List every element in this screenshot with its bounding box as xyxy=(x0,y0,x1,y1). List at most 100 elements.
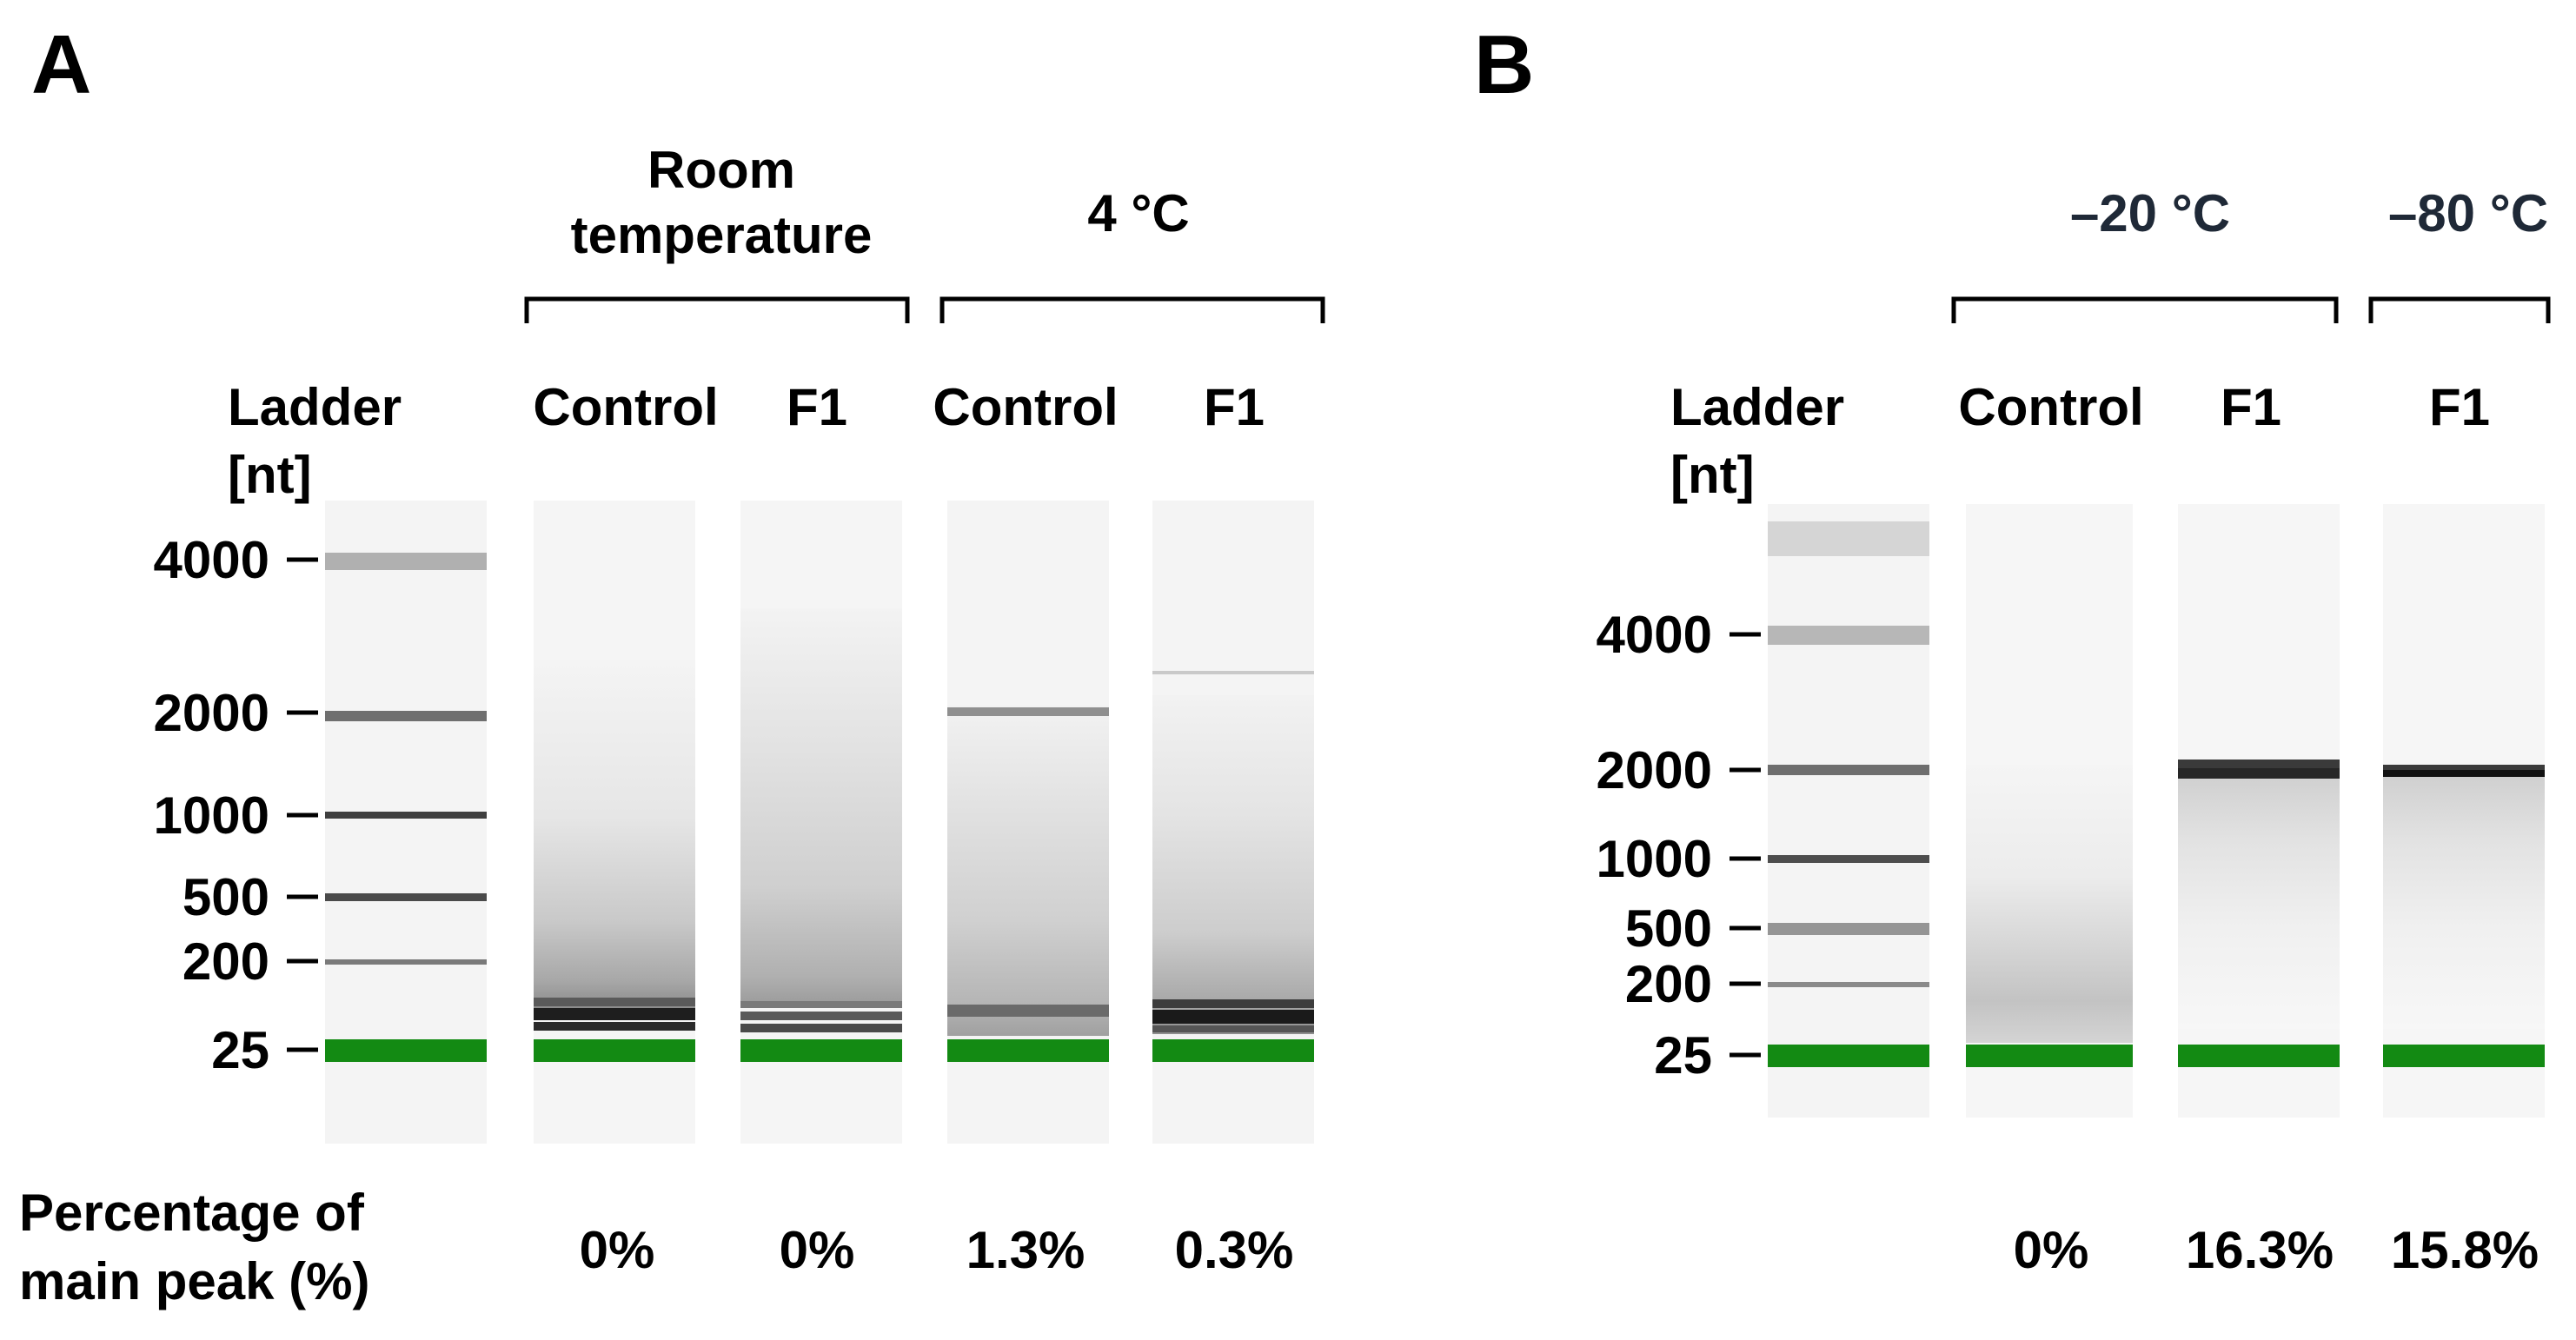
lane-control-minus20c xyxy=(1966,504,2133,1118)
bracket-minus20c xyxy=(1951,296,2339,323)
smear xyxy=(1152,695,1314,1034)
ladder-band xyxy=(1768,982,1929,987)
ladder-title-line: [nt] xyxy=(228,446,312,504)
size-marker-a-25: 25 xyxy=(211,1021,269,1079)
size-marker-b-4000: 4000 xyxy=(1596,606,1712,664)
band xyxy=(2383,765,2545,770)
percentage-b-f1-20c: 16.3% xyxy=(2185,1221,2334,1279)
band xyxy=(947,1005,1109,1017)
lane-f1-rt xyxy=(740,501,902,1144)
lane-label-a-control-4c: Control xyxy=(933,378,1119,436)
condition-line: 4 °C xyxy=(1087,184,1190,242)
percentage-b-control-20c: 0% xyxy=(2013,1221,2089,1279)
marker-band xyxy=(1768,1045,1929,1067)
percentage-a-control-4c: 1.3% xyxy=(966,1221,1086,1279)
lane-f1-minus80c xyxy=(2383,504,2545,1118)
smear xyxy=(534,660,695,1008)
band xyxy=(947,707,1109,716)
ladder-title-line: Ladder xyxy=(1670,378,1845,436)
lane-ladder-a xyxy=(325,501,487,1144)
band xyxy=(740,1012,902,1020)
lane-label-b-f1-20c: F1 xyxy=(2220,378,2282,436)
percentage-a-control-rt: 0% xyxy=(579,1221,655,1279)
condition-minus20c: –20 °C xyxy=(1959,181,2341,246)
condition-line: –80 °C xyxy=(2387,184,2549,242)
ladder-band xyxy=(325,812,487,819)
marker-band xyxy=(2383,1045,2545,1067)
lane-label-a-f1-rt: F1 xyxy=(786,378,848,436)
size-marker-a-200: 200 xyxy=(182,932,269,991)
ladder-band xyxy=(1768,626,1929,645)
ladder-title-line: [nt] xyxy=(1670,446,1755,504)
ladder-band xyxy=(1768,923,1929,935)
marker-band xyxy=(534,1039,695,1062)
ladder-band xyxy=(325,553,487,570)
condition-room-temperature: Room temperature xyxy=(530,137,913,268)
band xyxy=(1152,1025,1314,1032)
band xyxy=(534,998,695,1006)
size-marker-b-25: 25 xyxy=(1654,1026,1712,1085)
panel-b-letter: B xyxy=(1474,18,1535,111)
size-marker-b-1000: 1000 xyxy=(1596,830,1712,888)
smear xyxy=(947,706,1109,1036)
band xyxy=(534,1008,695,1020)
lane-background xyxy=(325,501,487,1144)
lane-label-b-control-20c: Control xyxy=(1958,378,2144,436)
lane-label-a-f1-4c: F1 xyxy=(1203,378,1265,436)
marker-band xyxy=(740,1039,902,1062)
marker-band xyxy=(2178,1045,2340,1067)
lane-control-4c xyxy=(947,501,1109,1144)
band xyxy=(2178,768,2340,779)
ladder-title-line: Ladder xyxy=(228,378,402,436)
smear xyxy=(2178,777,2340,1029)
size-marker-a-1000: 1000 xyxy=(153,786,269,845)
percentage-a-f1-rt: 0% xyxy=(779,1221,855,1279)
condition-4c: 4 °C xyxy=(947,181,1330,246)
ladder-band xyxy=(325,711,487,721)
lane-f1-4c xyxy=(1152,501,1314,1144)
percentage-b-f1-80c: 15.8% xyxy=(2390,1221,2539,1279)
percentage-title-line: Percentage of xyxy=(19,1184,364,1242)
ladder-title-a: Ladder [nt] xyxy=(228,374,402,509)
smear xyxy=(2383,777,2545,1029)
bracket-room-temperature xyxy=(524,296,910,323)
lane-label-a-control-rt: Control xyxy=(533,378,719,436)
smear xyxy=(1966,765,2133,1043)
ladder-band xyxy=(1768,765,1929,775)
band xyxy=(740,1001,902,1008)
lane-background xyxy=(1768,504,1929,1118)
band xyxy=(1152,999,1314,1008)
percentage-title-line: main peak (%) xyxy=(19,1252,370,1311)
bracket-4c xyxy=(939,296,1325,323)
ladder-title-b: Ladder [nt] xyxy=(1670,374,1844,509)
band xyxy=(534,1022,695,1031)
marker-band xyxy=(1966,1045,2133,1067)
condition-line: temperature xyxy=(570,206,873,264)
band xyxy=(2178,760,2340,768)
lane-ladder-b xyxy=(1768,504,1929,1118)
lane-f1-minus20c xyxy=(2178,504,2340,1118)
panel-a-letter: A xyxy=(31,18,92,111)
size-marker-a-500: 500 xyxy=(182,868,269,926)
lane-control-rt xyxy=(534,501,695,1144)
size-marker-a-2000: 2000 xyxy=(153,684,269,742)
bracket-minus80c xyxy=(2368,296,2551,323)
smear xyxy=(740,608,902,1008)
marker-band xyxy=(325,1039,487,1062)
percentage-title: Percentage of main peak (%) xyxy=(19,1178,369,1316)
condition-minus80c: –80 °C xyxy=(2364,181,2573,246)
size-marker-b-500: 500 xyxy=(1624,899,1712,958)
lane-label-b-f1-80c: F1 xyxy=(2428,378,2491,436)
ladder-band xyxy=(1768,855,1929,863)
size-marker-a-4000: 4000 xyxy=(153,531,269,589)
band xyxy=(740,1024,902,1032)
condition-line: Room xyxy=(647,141,795,199)
ladder-band xyxy=(325,893,487,901)
band xyxy=(2383,770,2545,777)
marker-band xyxy=(1152,1039,1314,1062)
size-marker-b-2000: 2000 xyxy=(1596,741,1712,799)
marker-band xyxy=(947,1039,1109,1062)
ladder-band xyxy=(325,959,487,965)
band xyxy=(1152,1010,1314,1024)
